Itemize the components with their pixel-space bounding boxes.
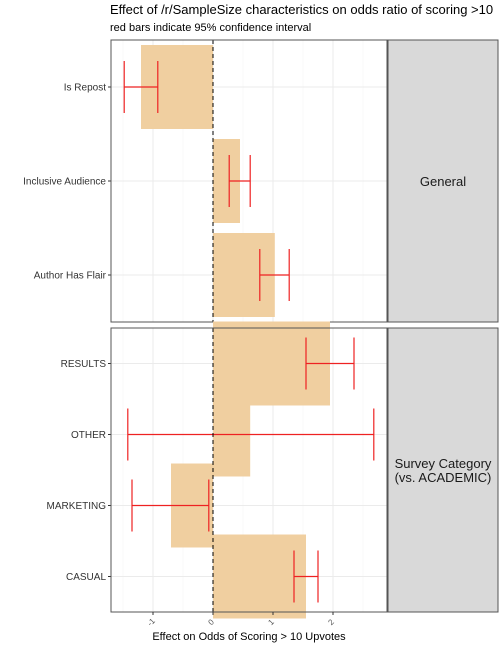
facet-strip-label: General xyxy=(420,174,466,189)
x-tick-label: 1 xyxy=(266,617,276,627)
ci-errorbar xyxy=(127,408,375,461)
facet-strip-label-line: General xyxy=(420,174,466,189)
facet-strip xyxy=(387,327,499,613)
facet-strip xyxy=(387,39,499,323)
facet-strip-label-line: (vs. ACADEMIC) xyxy=(395,470,492,485)
category-label: MARKETING xyxy=(47,501,107,512)
chart-title: Effect of /r/SampleSize characteristics … xyxy=(110,2,493,17)
category-label: RESULTS xyxy=(61,359,107,370)
ci-errorbar xyxy=(293,550,319,603)
ci-errorbar xyxy=(228,155,251,207)
x-axis: -1 0 1 2 xyxy=(146,612,336,628)
facet-panel: Is Repost Inclusive Audience Author Has Fl… xyxy=(23,39,499,323)
category-label: OTHER xyxy=(71,430,106,441)
x-tick-label: 0 xyxy=(206,617,216,627)
ci-errorbar xyxy=(131,479,210,532)
category-label: Inclusive Audience xyxy=(23,177,106,188)
bar xyxy=(213,534,306,619)
chart-subtitle: red bars indicate 95% confidence interva… xyxy=(110,22,311,34)
x-axis-label: Effect on Odds of Scoring > 10 Upvotes xyxy=(152,631,346,643)
facet-panel: RESULTS OTHER MARKETING CASUAL Survey Catego… xyxy=(47,321,499,619)
facet-panels: Is Repost Inclusive Audience Author Has Fl… xyxy=(23,39,499,619)
ci-errorbar xyxy=(259,249,290,301)
ci-errorbar xyxy=(123,61,159,113)
x-tick-label: 2 xyxy=(326,617,336,627)
category-label: Author Has Flair xyxy=(34,271,107,282)
category-label: CASUAL xyxy=(66,572,106,583)
panel-border xyxy=(110,327,388,613)
x-tick-label: -1 xyxy=(146,616,158,628)
facet-strip-label: Survey Category (vs. ACADEMIC) xyxy=(395,456,492,485)
category-label: Is Repost xyxy=(64,83,106,94)
facet-strip-label-line: Survey Category xyxy=(395,456,492,471)
ci-errorbar xyxy=(305,337,355,390)
